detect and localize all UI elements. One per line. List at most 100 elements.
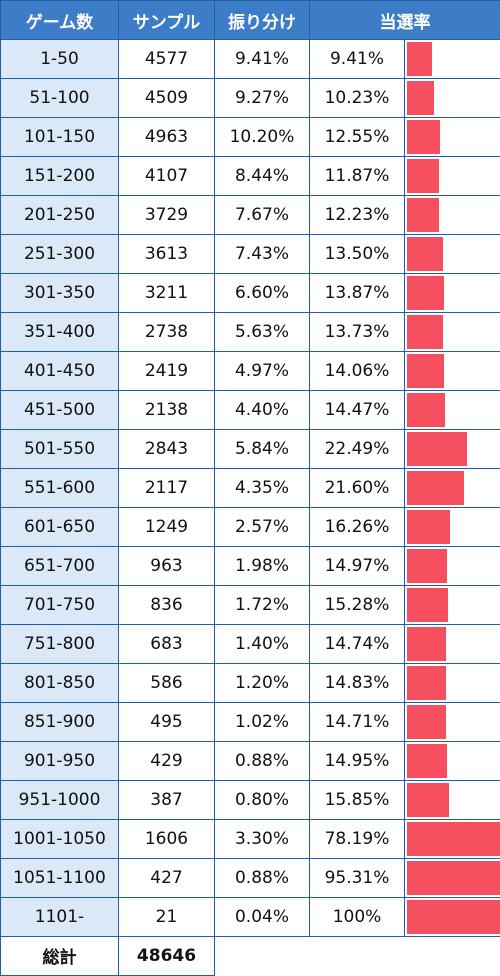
win-rate-bar bbox=[407, 315, 443, 349]
win-rate-cell: 13.87% bbox=[310, 274, 405, 313]
bar-cell bbox=[405, 79, 500, 118]
empty-cell bbox=[405, 937, 500, 976]
win-rate-bar bbox=[407, 393, 445, 427]
range-cell: 601-650 bbox=[1, 508, 119, 547]
share-cell: 0.04% bbox=[215, 898, 310, 937]
win-rate-bar bbox=[407, 666, 446, 700]
header-win-rate: 当選率 bbox=[310, 1, 500, 40]
win-rate-cell: 14.47% bbox=[310, 391, 405, 430]
bar-cell bbox=[405, 547, 500, 586]
win-rate-bar bbox=[407, 627, 446, 661]
range-cell: 51-100 bbox=[1, 79, 119, 118]
samples-cell: 2419 bbox=[119, 352, 215, 391]
bar-cell bbox=[405, 859, 500, 898]
win-rate-bar bbox=[407, 120, 440, 154]
win-rate-bar bbox=[407, 549, 447, 583]
range-cell: 301-350 bbox=[1, 274, 119, 313]
bar-cell bbox=[405, 235, 500, 274]
samples-cell: 963 bbox=[119, 547, 215, 586]
win-rate-cell: 14.95% bbox=[310, 742, 405, 781]
bar-cell bbox=[405, 391, 500, 430]
range-cell: 201-250 bbox=[1, 196, 119, 235]
win-rate-cell: 10.23% bbox=[310, 79, 405, 118]
win-rate-cell: 14.06% bbox=[310, 352, 405, 391]
range-cell: 401-450 bbox=[1, 352, 119, 391]
range-cell: 701-750 bbox=[1, 586, 119, 625]
bar-cell bbox=[405, 430, 500, 469]
bar-cell bbox=[405, 352, 500, 391]
samples-cell: 4963 bbox=[119, 118, 215, 157]
win-rate-bar bbox=[407, 744, 447, 778]
samples-cell: 429 bbox=[119, 742, 215, 781]
bar-cell bbox=[405, 664, 500, 703]
bar-cell bbox=[405, 703, 500, 742]
bar-cell bbox=[405, 742, 500, 781]
bar-cell bbox=[405, 781, 500, 820]
share-cell: 1.02% bbox=[215, 703, 310, 742]
range-cell: 901-950 bbox=[1, 742, 119, 781]
range-cell: 751-800 bbox=[1, 625, 119, 664]
share-cell: 0.88% bbox=[215, 859, 310, 898]
samples-cell: 3211 bbox=[119, 274, 215, 313]
win-rate-cell: 14.83% bbox=[310, 664, 405, 703]
win-rate-bar bbox=[407, 705, 446, 739]
win-rate-cell: 12.55% bbox=[310, 118, 405, 157]
win-rate-bar bbox=[407, 198, 439, 232]
range-cell: 551-600 bbox=[1, 469, 119, 508]
share-cell: 0.80% bbox=[215, 781, 310, 820]
header-row: ゲーム数 サンプル 振り分け 当選率 bbox=[1, 1, 500, 40]
win-rate-cell: 11.87% bbox=[310, 157, 405, 196]
samples-cell: 387 bbox=[119, 781, 215, 820]
share-cell: 1.40% bbox=[215, 625, 310, 664]
range-cell: 1001-1050 bbox=[1, 820, 119, 859]
range-cell: 251-300 bbox=[1, 235, 119, 274]
win-rate-cell: 12.23% bbox=[310, 196, 405, 235]
share-cell: 1.20% bbox=[215, 664, 310, 703]
bar-cell bbox=[405, 274, 500, 313]
win-rate-cell: 14.71% bbox=[310, 703, 405, 742]
win-rate-bar bbox=[407, 159, 439, 193]
samples-cell: 495 bbox=[119, 703, 215, 742]
win-rate-bar bbox=[407, 900, 500, 934]
win-rate-bar bbox=[407, 237, 443, 271]
win-rate-bar bbox=[407, 783, 449, 817]
samples-cell: 427 bbox=[119, 859, 215, 898]
share-cell: 1.72% bbox=[215, 586, 310, 625]
bar-cell bbox=[405, 157, 500, 196]
win-rate-cell: 100% bbox=[310, 898, 405, 937]
win-rate-bar bbox=[407, 354, 444, 388]
total-label: 総計 bbox=[1, 937, 119, 976]
samples-cell: 21 bbox=[119, 898, 215, 937]
samples-cell: 3729 bbox=[119, 196, 215, 235]
share-cell: 6.60% bbox=[215, 274, 310, 313]
range-cell: 951-1000 bbox=[1, 781, 119, 820]
samples-cell: 2117 bbox=[119, 469, 215, 508]
range-cell: 1051-1100 bbox=[1, 859, 119, 898]
win-rate-bar bbox=[407, 471, 464, 505]
samples-cell: 3613 bbox=[119, 235, 215, 274]
range-cell: 651-700 bbox=[1, 547, 119, 586]
share-cell: 2.57% bbox=[215, 508, 310, 547]
win-rate-cell: 9.41% bbox=[310, 40, 405, 79]
range-cell: 451-500 bbox=[1, 391, 119, 430]
bar-cell bbox=[405, 625, 500, 664]
win-rate-bar bbox=[407, 861, 500, 895]
share-cell: 3.30% bbox=[215, 820, 310, 859]
samples-cell: 836 bbox=[119, 586, 215, 625]
win-rate-cell: 13.73% bbox=[310, 313, 405, 352]
share-cell: 9.27% bbox=[215, 79, 310, 118]
